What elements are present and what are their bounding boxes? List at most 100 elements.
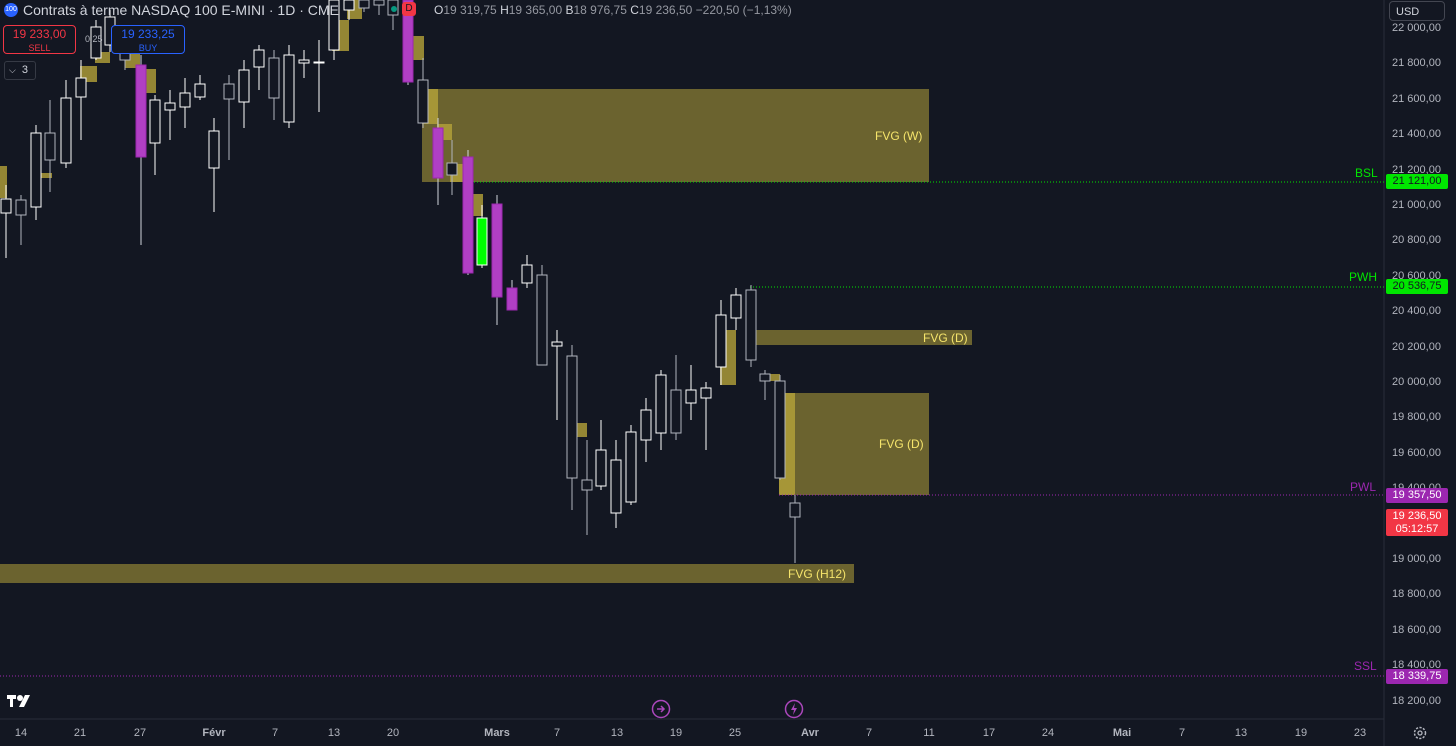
level-name-ssl: SSL	[1354, 659, 1377, 673]
candle-body	[506, 287, 518, 311]
fvg-zone-h12	[0, 564, 854, 583]
candle-body	[223, 83, 235, 100]
price-axis-tick: 20 200,00	[1392, 340, 1441, 353]
candle-body	[135, 64, 147, 158]
level-name-pwh: PWH	[1349, 270, 1377, 284]
sell-price: 19 233,00	[12, 27, 67, 41]
candle-body	[328, 0, 340, 51]
fvg-label-h12: FVG (H12)	[788, 567, 847, 581]
lightning-icon[interactable]	[784, 699, 804, 719]
fvg-label-weekly: FVG (W)	[875, 129, 923, 143]
candle-body	[343, 0, 355, 11]
candle-body	[149, 99, 161, 144]
candle-body	[581, 479, 593, 491]
candle-body	[551, 341, 563, 347]
sell-button[interactable]: 19 233,00 SELL	[3, 25, 76, 54]
time-axis-tick: Avr	[801, 727, 819, 739]
candle-body	[358, 0, 370, 9]
candle-body	[60, 97, 72, 164]
candle-body	[670, 389, 682, 434]
candle-body	[0, 198, 12, 214]
candle-body	[238, 69, 250, 103]
time-axis-tick: 14	[14, 727, 28, 739]
level-name-pwl: PWL	[1350, 480, 1377, 494]
market-status-icon	[391, 3, 403, 15]
price-axis-tick: 18 200,00	[1392, 694, 1441, 707]
delayed-badge[interactable]: D	[402, 2, 416, 16]
spread-value: 0,25	[85, 34, 103, 44]
candle-body	[75, 77, 87, 98]
candle-body	[253, 49, 265, 68]
time-axis-tick: 13	[327, 727, 341, 739]
tradingview-logo-icon[interactable]	[6, 693, 36, 709]
candle-body	[655, 374, 667, 434]
buy-label: BUY	[138, 43, 158, 53]
candle-body	[566, 355, 578, 479]
buy-button[interactable]: 19 233,25 BUY	[111, 25, 185, 54]
time-axis-tick: Mars	[484, 727, 510, 739]
fvg-block	[95, 52, 110, 63]
candle-body	[730, 294, 742, 319]
time-axis-tick: 27	[133, 727, 147, 739]
time-axis-tick: 19	[1294, 727, 1308, 739]
level-price-ssl: 18 339,75	[1386, 669, 1448, 684]
ohlc-readout: O19 319,75 H19 365,00 B18 976,75 C19 236…	[434, 3, 792, 17]
price-axis-tick: 20 000,00	[1392, 376, 1441, 388]
candle-body	[373, 0, 385, 6]
time-axis-tick: 23	[1353, 727, 1367, 739]
time-axis-tick: Févr	[202, 727, 226, 739]
time-axis-tick: 19	[669, 727, 683, 739]
time-axis-tick: 25	[728, 727, 742, 739]
fvg-zone-daily-2	[779, 393, 929, 495]
price-axis-tick: 19 000,00	[1392, 553, 1441, 565]
price-axis-tick: 21 400,00	[1392, 128, 1441, 141]
candle-body	[610, 459, 622, 514]
candle-body	[15, 199, 27, 216]
price-axis-tick: 18 800,00	[1392, 588, 1441, 601]
candle-body	[44, 132, 56, 161]
chevron-down-icon: ⌵	[9, 65, 16, 75]
price-axis-tick: 21 800,00	[1392, 57, 1441, 70]
time-axis-tick: 21	[73, 727, 87, 739]
candle-body	[283, 54, 295, 123]
candle-body	[476, 217, 488, 266]
time-axis-tick: 20	[386, 727, 400, 739]
level-price-pwl: 19 357,50	[1386, 488, 1448, 503]
price-axis-tick: 19 600,00	[1392, 446, 1441, 459]
candle-countdown: 05:12:57	[1395, 523, 1439, 535]
replay-icon[interactable]	[651, 699, 671, 719]
candle-body	[715, 314, 727, 368]
fvg-label-daily-1: FVG (D)	[923, 331, 968, 345]
time-axis-tick: 11	[923, 727, 935, 739]
currency-selector[interactable]: USD	[1389, 1, 1445, 21]
candle-body	[759, 373, 771, 382]
candle-body	[208, 130, 220, 169]
indicators-toggle[interactable]: ⌵ 3	[4, 61, 36, 80]
symbol-title[interactable]: Contrats à terme NASDAQ 100 E-MINI · 1D …	[23, 2, 339, 18]
candle-body	[536, 274, 548, 366]
candle-body	[179, 92, 191, 108]
sell-label: SELL	[28, 43, 51, 53]
price-axis-tick: 20 600,00	[1392, 269, 1441, 282]
price-axis-tick: 21 000,00	[1392, 199, 1441, 211]
candle-body	[313, 61, 325, 64]
time-axis-tick: 17	[982, 727, 996, 739]
buy-price: 19 233,25	[121, 27, 175, 41]
candle-body	[595, 449, 607, 487]
settings-gear-icon[interactable]	[1412, 725, 1428, 741]
candle-body	[446, 162, 458, 176]
price-axis-tick: 21 200,00	[1392, 163, 1441, 176]
current-price: 19 236,50	[1392, 510, 1442, 522]
indicators-count: 3	[21, 64, 29, 76]
time-axis-tick: 7	[271, 727, 279, 739]
price-axis-tick: 21 600,00	[1392, 92, 1441, 105]
price-axis-tick: 22 000,00	[1392, 22, 1441, 34]
candle-body	[402, 0, 414, 83]
candle-body	[625, 431, 637, 503]
level-name-bsl: BSL	[1355, 166, 1378, 180]
time-axis-tick: 7	[1178, 727, 1186, 739]
price-axis-tick: 18 400,00	[1392, 659, 1441, 672]
level-price-pwh: 20 536,75	[1386, 279, 1448, 294]
candle-body	[432, 127, 444, 179]
